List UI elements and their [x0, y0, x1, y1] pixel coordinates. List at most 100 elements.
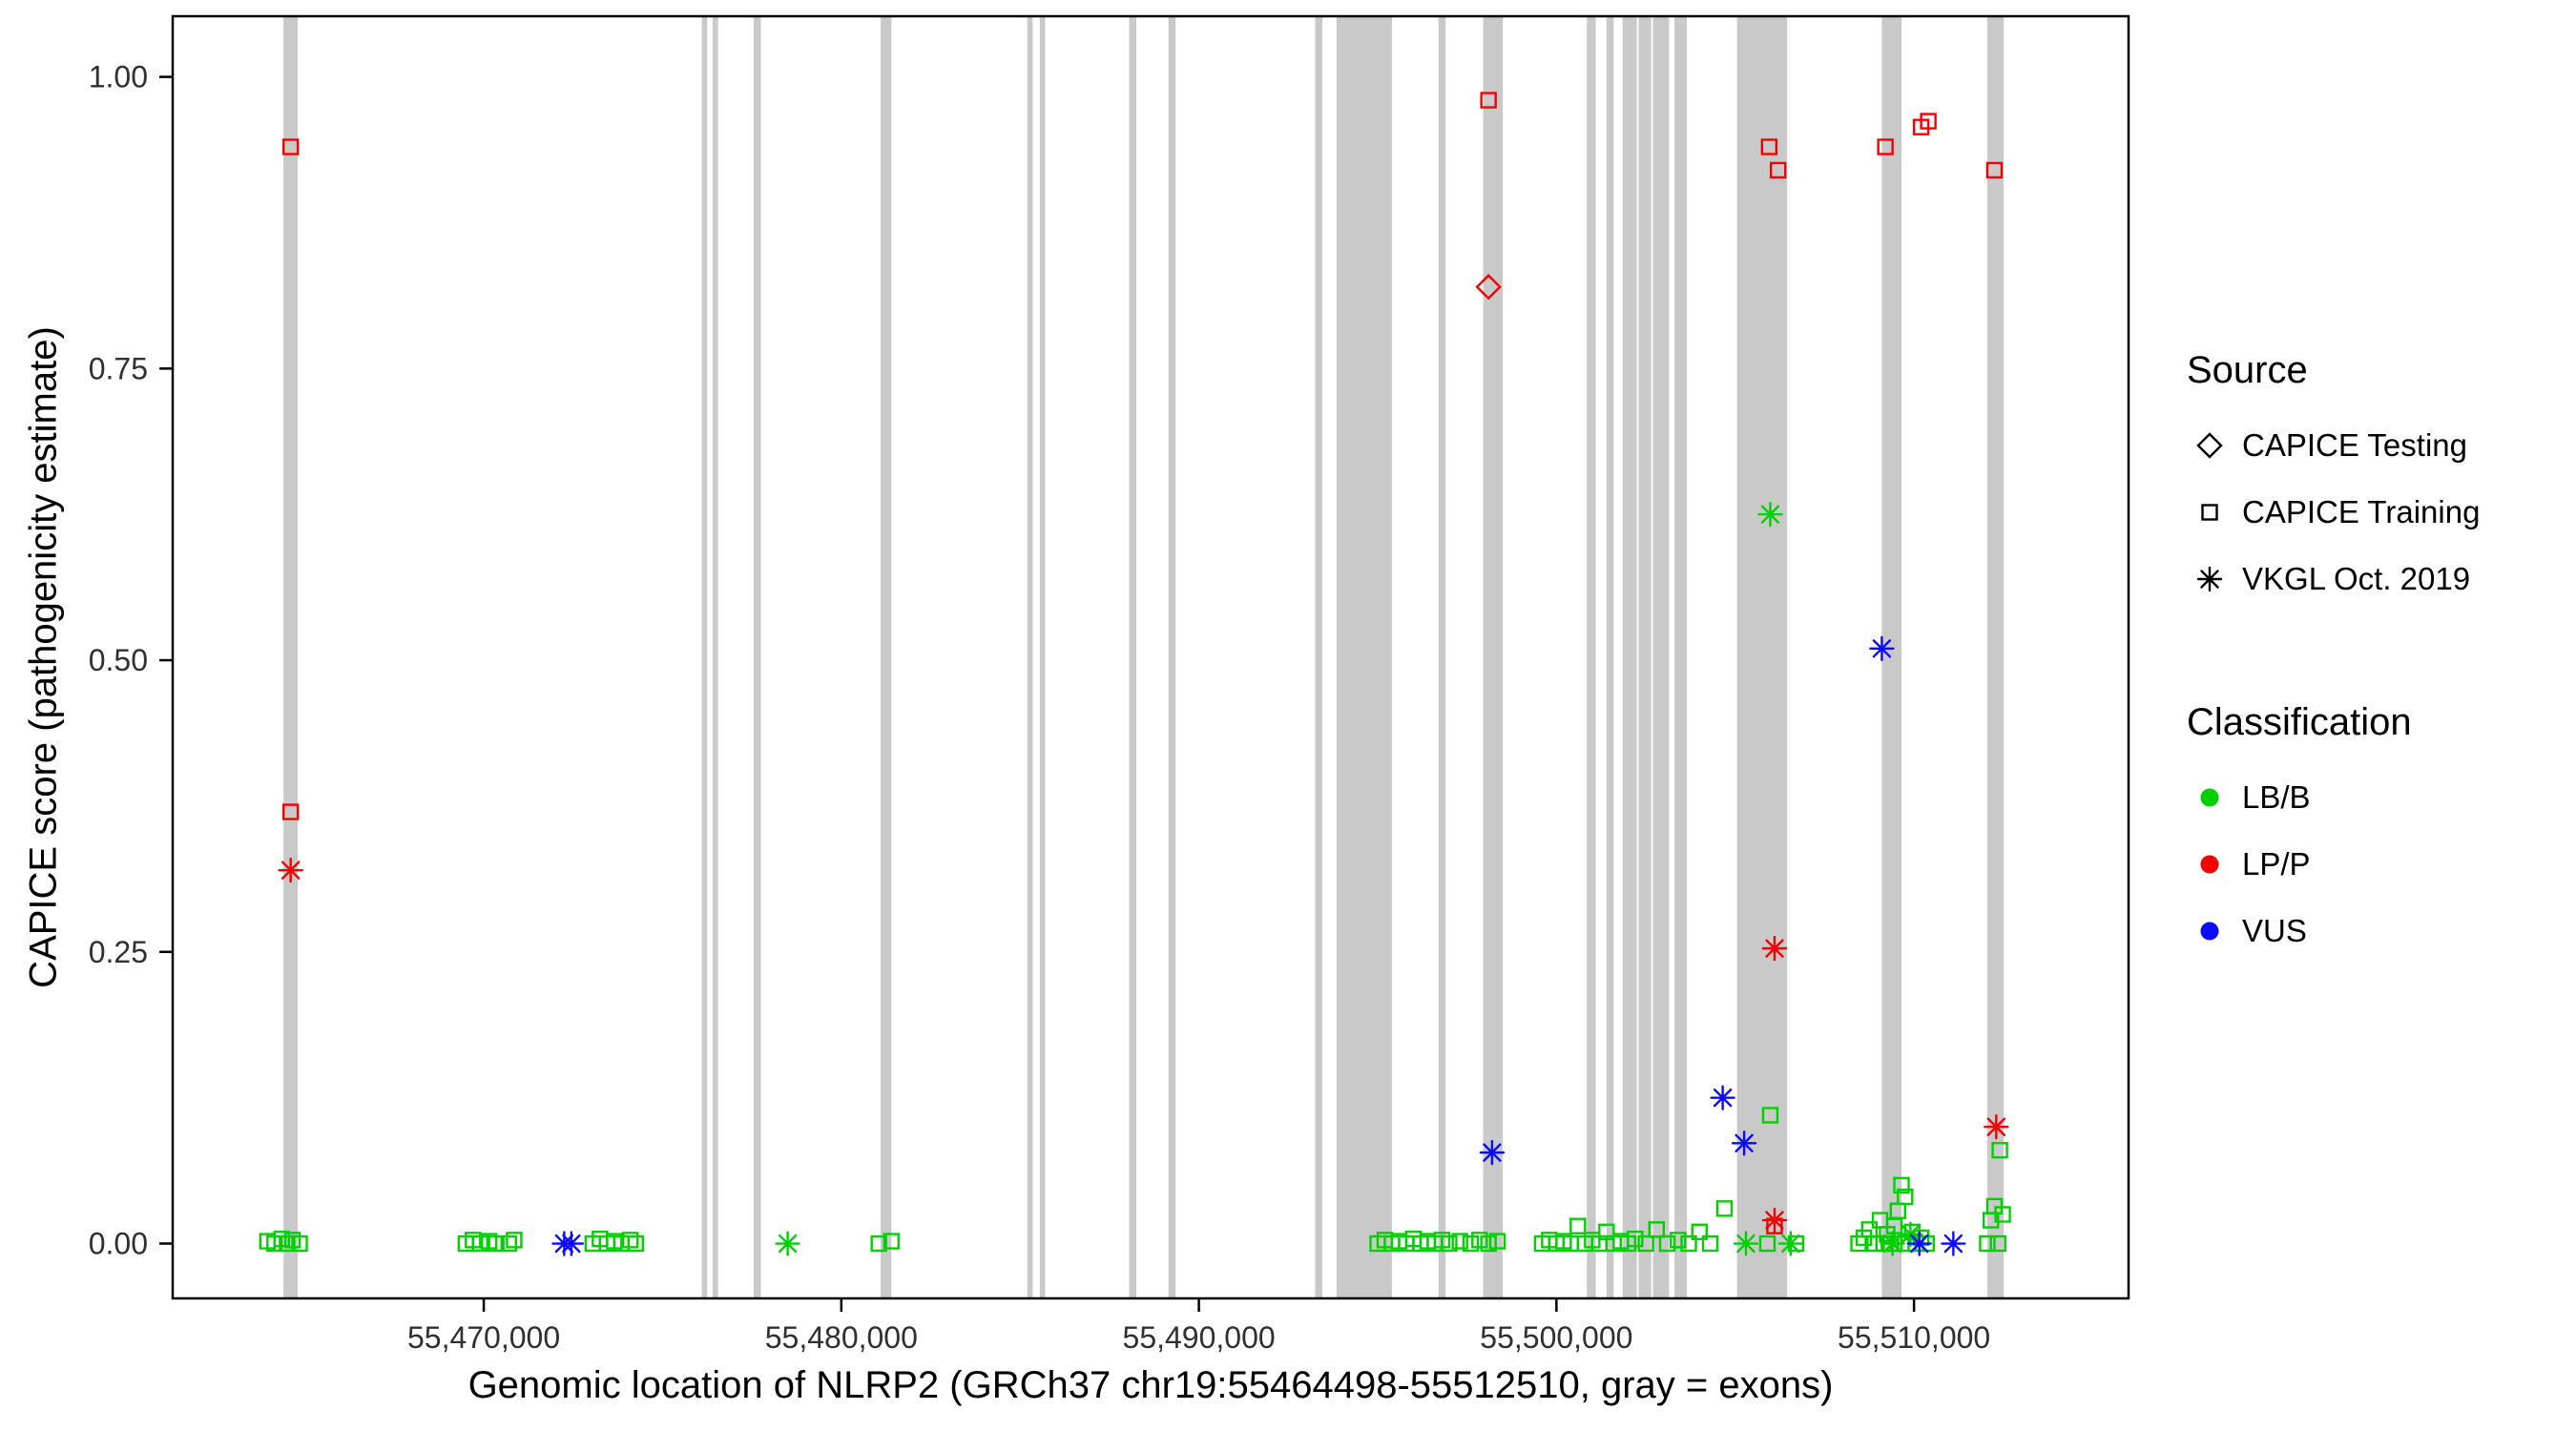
exon-band — [1039, 16, 1046, 1298]
legend-item-capice-testing: CAPICE Testing — [2187, 412, 2480, 479]
data-point — [622, 1232, 639, 1249]
exon-band — [1129, 16, 1137, 1298]
data-point — [1462, 1234, 1480, 1253]
data-point — [1480, 92, 1497, 109]
data-point — [1736, 1234, 1755, 1254]
data-point — [1715, 1200, 1734, 1217]
exon-band — [754, 16, 761, 1298]
data-point — [1986, 1117, 2006, 1136]
data-point — [1483, 1143, 1502, 1162]
y-tick-label: 0.25 — [89, 935, 148, 969]
data-point — [280, 861, 301, 880]
exon-band — [1606, 16, 1614, 1298]
data-point — [1985, 161, 2004, 179]
data-point — [1735, 1133, 1754, 1153]
data-point — [2196, 432, 2223, 459]
series-vkgl-lbb — [775, 501, 1923, 1256]
data-point — [500, 1234, 517, 1253]
data-point — [471, 1234, 489, 1253]
data-point — [1850, 1234, 1867, 1253]
data-point — [1897, 1188, 1914, 1206]
exon-band — [1622, 16, 1637, 1298]
data-point — [627, 1234, 645, 1253]
asterisk-icon — [2196, 566, 2223, 592]
data-point — [1765, 1211, 1784, 1230]
data-point — [1680, 1234, 1697, 1253]
data-point — [1488, 1233, 1506, 1250]
data-point — [2200, 570, 2219, 589]
exon-bands — [283, 16, 2005, 1298]
data-point — [488, 1234, 505, 1253]
exon-band — [1483, 16, 1504, 1298]
series-testing-lpp — [1475, 274, 1502, 301]
data-point — [1691, 1223, 1708, 1240]
legend-source-items: CAPICE Testing CAPICE Training VKGL Oct. 2… — [2187, 412, 2480, 612]
legend-item-capice-training: CAPICE Training — [2187, 479, 2480, 546]
data-point — [1901, 1225, 1921, 1244]
legend-classification-title: Classification — [2187, 701, 2412, 743]
square-open-icon — [2201, 504, 2218, 521]
data-point — [1648, 1221, 1666, 1238]
data-point — [1451, 1233, 1468, 1250]
data-point — [1713, 1088, 1733, 1108]
legend-item-label: LB/B — [2242, 779, 2311, 815]
data-point — [1441, 1234, 1458, 1253]
data-point — [870, 1234, 887, 1253]
legend-item-label: CAPICE Training — [2242, 494, 2481, 529]
x-tick-label: 55,510,000 — [1838, 1320, 1990, 1355]
legend-item-lb-b: LB/B — [2187, 764, 2480, 831]
exon-band — [1027, 16, 1033, 1298]
y-tick-label: 0.75 — [89, 351, 148, 385]
data-point — [1920, 113, 1937, 130]
exon-band — [701, 16, 708, 1298]
data-point — [291, 1234, 308, 1253]
data-point — [1765, 939, 1784, 958]
legend: Source CAPICE Testing CAPICE Training VKGL… — [2187, 351, 2480, 964]
x-tick-label: 55,490,000 — [1123, 1320, 1276, 1355]
data-point — [1910, 1234, 1929, 1254]
data-point — [1872, 639, 1892, 658]
data-point — [1893, 1176, 1910, 1194]
exon-band — [1674, 16, 1688, 1298]
data-point — [1770, 161, 1787, 179]
exon-band — [1881, 16, 1902, 1298]
legend-source-group: Source CAPICE Testing CAPICE Training VKGL… — [2187, 351, 2480, 612]
exon-band — [712, 16, 718, 1298]
data-point — [1760, 505, 1780, 524]
legend-item-label: VKGL Oct. 2019 — [2242, 561, 2471, 596]
data-point — [1758, 1234, 1776, 1253]
data-point — [1877, 138, 1894, 156]
axes: 55,470,000 55,480,000 55,490,000 55,500,000… — [89, 60, 1990, 1355]
x-tick-label: 55,500,000 — [1480, 1320, 1632, 1355]
classification-dot-icon — [2200, 922, 2219, 941]
diamond-open-icon — [2196, 432, 2223, 459]
legend-item-vkgl-oct-2019: VKGL Oct. 2019 — [2187, 546, 2480, 612]
y-tick-label: 0.00 — [89, 1227, 148, 1261]
data-point — [1670, 1232, 1687, 1249]
data-point — [1989, 1234, 2006, 1253]
x-tick-label: 55,480,000 — [765, 1320, 918, 1355]
data-point — [1480, 1234, 1497, 1253]
exon-band — [1652, 16, 1670, 1298]
data-point — [1475, 274, 1502, 301]
legend-item-label: VUS — [2242, 913, 2307, 948]
classification-dot-icon — [2200, 788, 2219, 807]
data-point — [778, 1234, 798, 1254]
legend-item-lp-p: LP/P — [2187, 831, 2480, 898]
data-point — [1994, 1206, 2011, 1223]
legend-item-label: CAPICE Testing — [2242, 427, 2467, 463]
series-training-lbb — [259, 1107, 2011, 1253]
exon-band — [1438, 16, 1446, 1298]
exon-band — [1336, 16, 1392, 1298]
exon-band — [1587, 16, 1596, 1298]
data-point — [281, 138, 300, 156]
classification-dot-icon — [2200, 855, 2219, 874]
data-point — [1943, 1234, 1963, 1254]
y-tick-label: 1.00 — [89, 60, 148, 94]
exon-band — [1736, 16, 1788, 1298]
data-point — [1569, 1217, 1587, 1234]
y-tick-label: 0.50 — [89, 643, 148, 677]
exon-band — [1638, 16, 1652, 1298]
